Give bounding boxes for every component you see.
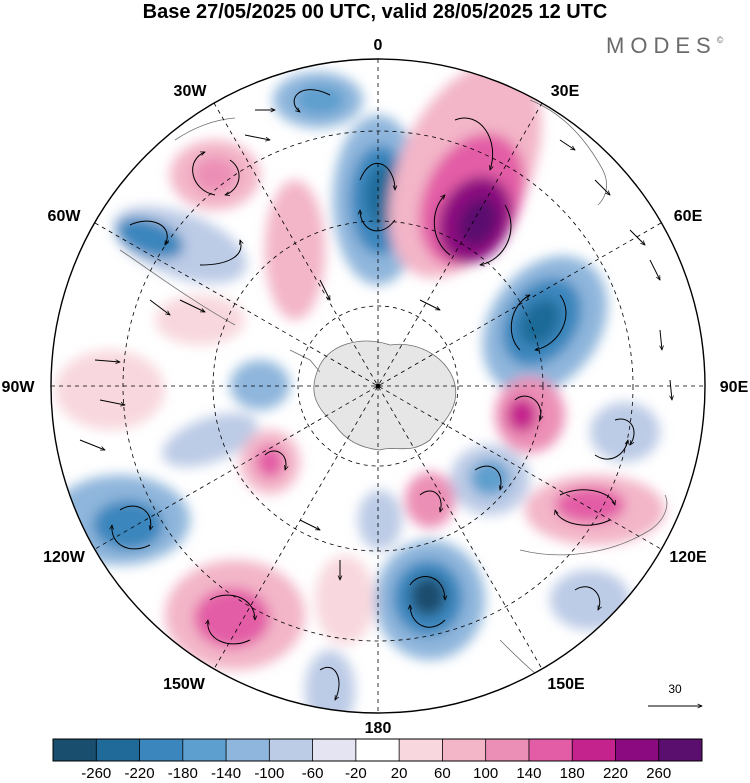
continent-outlines [119, 99, 668, 691]
lon-label-150w: 150W [163, 676, 206, 693]
colorbar-tick-label: 100 [473, 765, 498, 782]
colorbar-swatch [528, 739, 573, 761]
lon-label-30w: 30W [174, 83, 208, 100]
longitude-labels: 0 30E 60E 90E 120E 150E 180 150W 120W 90… [2, 37, 749, 737]
lon-label-180: 180 [365, 720, 392, 737]
lon-label-120e: 120E [669, 549, 707, 566]
colorbar-swatch [226, 739, 270, 761]
lon-label-120w: 120W [43, 549, 86, 566]
lon-label-0: 0 [374, 37, 383, 54]
reference-vector: 30 [648, 682, 702, 706]
colorbar-swatch [442, 739, 486, 761]
colorbar-swatch [399, 739, 443, 761]
map-boundary [50, 58, 706, 714]
colorbar-tick-label: -100 [254, 765, 284, 782]
colorbar-swatch [312, 739, 357, 761]
colorbar-swatch [485, 739, 530, 761]
colorbar-tick-label: -220 [125, 765, 155, 782]
colorbar-tick-label: -260 [81, 765, 111, 782]
colorbar-swatch [182, 739, 227, 761]
colorbar-tick-label: 20 [391, 765, 408, 782]
colorbar-tick-label: -60 [302, 765, 324, 782]
colorbar-tick-label: -20 [345, 765, 367, 782]
colorbar-swatch [139, 739, 184, 761]
colorbar-tick-label: 260 [646, 765, 671, 782]
colorbar-swatch [658, 739, 703, 761]
anomaly-field [51, 62, 665, 713]
map-title: Base 27/05/2025 00 UTC, valid 28/05/2025… [142, 1, 608, 23]
reference-vector-label: 30 [668, 682, 682, 696]
colorbar-swatch [615, 739, 660, 761]
colorbar-swatch [96, 739, 140, 761]
colorbar-tick-label: -140 [211, 765, 241, 782]
colorbar-swatch [572, 739, 616, 761]
graticule [51, 59, 705, 713]
colorbar-swatch [53, 739, 97, 761]
lon-label-90w: 90W [2, 379, 36, 396]
lon-label-60e: 60E [674, 208, 703, 225]
lon-label-150e: 150E [547, 676, 585, 693]
modes-logo: MODES© [606, 33, 723, 59]
colorbar-tick-label: 60 [434, 765, 451, 782]
map-disc [51, 59, 705, 713]
colorbar: -260 -220 -180 -140 -100 -60 -20 20 60 100 140 180 2… [52, 738, 703, 782]
colorbar-tick-label: 180 [560, 765, 585, 782]
south-pole-marker [375, 383, 381, 389]
colorbar-frame [52, 738, 703, 762]
brand-mark: © [716, 35, 724, 45]
antarctica-landmass [289, 340, 457, 451]
colorbar-tick-label: -180 [168, 765, 198, 782]
lon-label-30e: 30E [551, 83, 580, 100]
brand-name: MODES [606, 33, 717, 58]
lon-label-90e: 90E [720, 379, 749, 396]
lon-label-60w: 60W [48, 208, 82, 225]
colorbar-tick-label: 140 [516, 765, 541, 782]
colorbar-tick-label: 220 [603, 765, 628, 782]
colorbar-swatch [355, 739, 400, 761]
colorbar-swatch [269, 739, 313, 761]
